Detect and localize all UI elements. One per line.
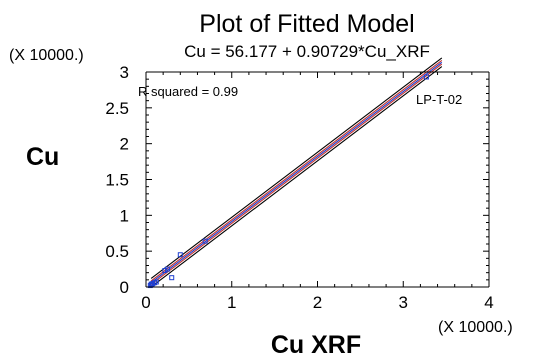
data-point: [423, 74, 429, 80]
data-points: [147, 74, 429, 289]
x-tick-label: 3: [399, 293, 408, 312]
prediction-band-lower: [150, 66, 443, 288]
fit-bands: [150, 57, 443, 288]
fit-line: [150, 61, 443, 284]
x-tick-label: 1: [227, 293, 236, 312]
chart-title: Plot of Fitted Model: [199, 10, 414, 38]
data-point: [162, 268, 168, 274]
r-squared-label: R squared = 0.99: [138, 84, 238, 99]
y-tick-label: 1: [120, 206, 129, 225]
x-tick-labels: 0 1 2 3 4: [141, 293, 493, 312]
confidence-band-upper: [150, 60, 443, 282]
x-axis-label: Cu XRF: [271, 331, 361, 357]
data-point: [164, 266, 170, 272]
data-point: [153, 279, 159, 285]
sample-label: LP-T-02: [416, 92, 462, 107]
x-tick-label: 4: [484, 293, 493, 312]
data-point: [177, 252, 183, 258]
chart-subtitle: Cu = 56.177 + 0.90729*Cu_XRF: [184, 42, 430, 61]
data-point: [202, 238, 208, 244]
x-tick-label: 0: [141, 293, 150, 312]
x-tick-label: 2: [313, 293, 322, 312]
y-tick-label: 1.5: [105, 171, 129, 190]
y-tick-label: 3: [120, 63, 129, 82]
x-multiplier-label: (X 10000.): [438, 319, 513, 336]
prediction-band-upper: [150, 57, 443, 279]
y-multiplier-label: (X 10000.): [9, 47, 84, 64]
y-tick-label: 2: [120, 135, 129, 154]
y-tick-label: 0: [120, 278, 129, 297]
y-axis-label: Cu: [26, 143, 59, 171]
axes: [145, 71, 490, 288]
y-tick-labels: 0 0.5 1 1.5 2 2.5 3: [105, 63, 129, 297]
y-tick-label: 2.5: [105, 99, 129, 118]
data-point: [169, 275, 175, 281]
y-tick-label: 0.5: [105, 242, 129, 261]
confidence-band-lower: [150, 63, 443, 285]
